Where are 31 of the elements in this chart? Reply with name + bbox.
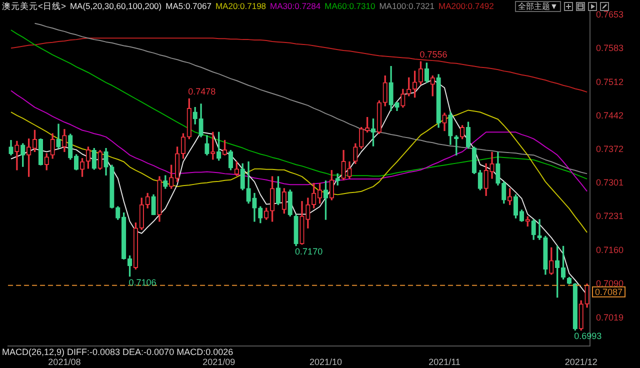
text: MA60:0.7310 (324, 0, 376, 12)
y-tick-label: 0.7512 (596, 77, 624, 88)
annotation: 0.7170 (295, 246, 323, 257)
x-tick-label: 2021/10 (309, 356, 342, 367)
text: 全部主题▼ (515, 0, 561, 12)
y-tick-label: 0.7442 (596, 110, 624, 120)
x-tick-label: 2021/08 (48, 356, 81, 367)
y-tick-label: 0.7583 (596, 43, 624, 54)
x-tick-label: 2021/09 (202, 356, 236, 367)
y-tick-label: 0.7090 (596, 278, 624, 288)
text: MA30:0.7284 (270, 0, 321, 12)
annotation: 0.7106 (128, 277, 156, 288)
y-tick-label: 0.7301 (596, 178, 624, 188)
ref-line-label: 0.7087 (595, 286, 623, 297)
text: MA20:0.7198 (215, 0, 266, 12)
y-tick-label: 0.7653 (596, 10, 624, 20)
annotation: 0.7556 (420, 50, 448, 60)
chart-title: 澳元美元<日线> (2, 0, 66, 12)
text: MA100:0.7321 (379, 0, 434, 12)
y-tick-label: 0.7372 (596, 144, 624, 154)
annotation: 0.7478 (188, 86, 216, 97)
x-tick-label: 2021/12 (564, 356, 598, 367)
text: MA5:0.7067 (166, 0, 212, 12)
x-tick-label: 2021/11 (428, 356, 460, 367)
text: MA200:0.7492 (438, 0, 494, 12)
text: MACD(26,12,9) DIFF:-0.0083 DEA:-0.0070 MACD:0.0026 (2, 347, 234, 358)
y-tick-label: 0.7231 (596, 211, 624, 222)
legend-title: MA(5,20,30,60,100,200) (70, 0, 162, 12)
annotation: 0.6993 (574, 331, 602, 342)
y-tick-label: 0.7019 (596, 312, 624, 322)
y-tick-label: 0.7160 (596, 245, 624, 256)
